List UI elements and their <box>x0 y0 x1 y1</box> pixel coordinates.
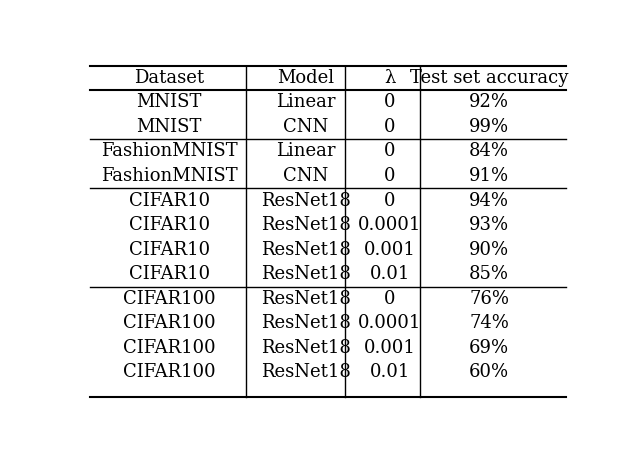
Text: 0.01: 0.01 <box>370 265 410 283</box>
Text: 91%: 91% <box>469 167 509 185</box>
Text: Dataset: Dataset <box>134 69 204 87</box>
Text: CIFAR10: CIFAR10 <box>129 265 210 283</box>
Text: 85%: 85% <box>469 265 509 283</box>
Text: ResNet18: ResNet18 <box>260 339 351 357</box>
Text: CIFAR10: CIFAR10 <box>129 216 210 234</box>
Text: CIFAR100: CIFAR100 <box>123 364 216 382</box>
Text: ResNet18: ResNet18 <box>260 314 351 333</box>
Text: ResNet18: ResNet18 <box>260 290 351 308</box>
Text: Test set accuracy: Test set accuracy <box>410 69 568 87</box>
Text: CNN: CNN <box>283 167 328 185</box>
Text: 0: 0 <box>384 142 396 160</box>
Text: 69%: 69% <box>469 339 509 357</box>
Text: ResNet18: ResNet18 <box>260 216 351 234</box>
Text: CIFAR100: CIFAR100 <box>123 290 216 308</box>
Text: CIFAR100: CIFAR100 <box>123 314 216 333</box>
Text: Linear: Linear <box>276 142 335 160</box>
Text: FashionMNIST: FashionMNIST <box>101 167 237 185</box>
Text: 92%: 92% <box>469 93 509 111</box>
Text: 0: 0 <box>384 290 396 308</box>
Text: 60%: 60% <box>469 364 509 382</box>
Text: λ: λ <box>384 69 396 87</box>
Text: CIFAR10: CIFAR10 <box>129 191 210 210</box>
Text: 99%: 99% <box>469 118 509 136</box>
Text: CIFAR100: CIFAR100 <box>123 339 216 357</box>
Text: 0: 0 <box>384 167 396 185</box>
Text: ResNet18: ResNet18 <box>260 265 351 283</box>
Text: FashionMNIST: FashionMNIST <box>101 142 237 160</box>
Text: 0.0001: 0.0001 <box>358 216 422 234</box>
Text: ResNet18: ResNet18 <box>260 364 351 382</box>
Text: 93%: 93% <box>469 216 509 234</box>
Text: 76%: 76% <box>469 290 509 308</box>
Text: 0: 0 <box>384 118 396 136</box>
Text: 84%: 84% <box>469 142 509 160</box>
Text: MNIST: MNIST <box>136 118 202 136</box>
Text: 0: 0 <box>384 93 396 111</box>
Text: ResNet18: ResNet18 <box>260 191 351 210</box>
Text: 0.001: 0.001 <box>364 339 416 357</box>
Text: 74%: 74% <box>469 314 509 333</box>
Text: Linear: Linear <box>276 93 335 111</box>
Text: Model: Model <box>277 69 334 87</box>
Text: CNN: CNN <box>283 118 328 136</box>
Text: 0.0001: 0.0001 <box>358 314 422 333</box>
Text: 0: 0 <box>384 191 396 210</box>
Text: 0.001: 0.001 <box>364 241 416 259</box>
Text: MNIST: MNIST <box>136 93 202 111</box>
Text: 90%: 90% <box>469 241 509 259</box>
Text: 0.01: 0.01 <box>370 364 410 382</box>
Text: ResNet18: ResNet18 <box>260 241 351 259</box>
Text: 94%: 94% <box>469 191 509 210</box>
Text: CIFAR10: CIFAR10 <box>129 241 210 259</box>
